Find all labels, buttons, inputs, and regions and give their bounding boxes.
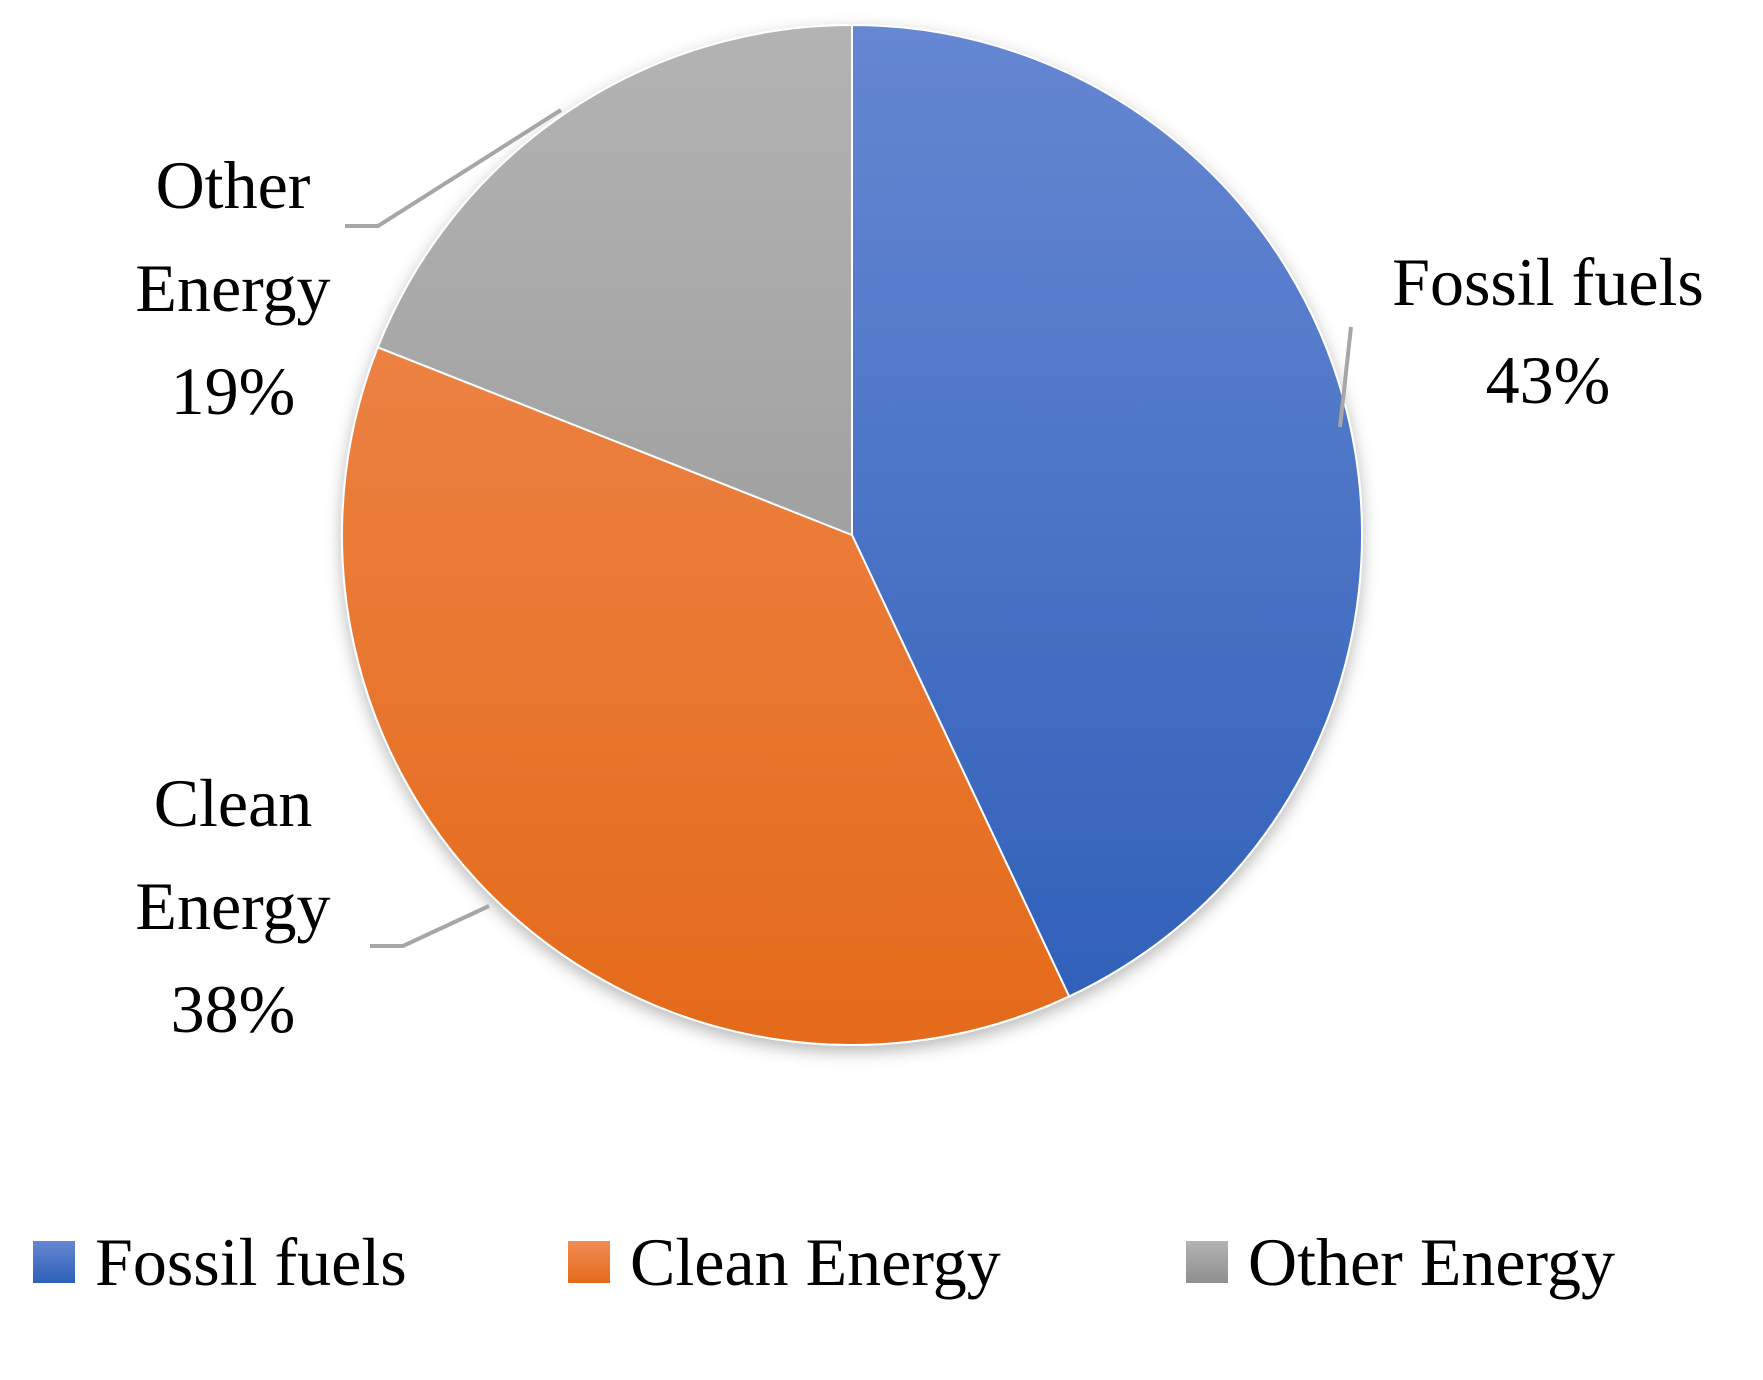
data-label-line: Other <box>156 147 311 223</box>
legend-swatch-clean-energy <box>568 1241 610 1283</box>
slices-layer <box>341 23 1363 1047</box>
data-label-line: Energy <box>135 868 330 944</box>
legend-label-clean-energy: Clean Energy <box>630 1224 1001 1300</box>
leader-lines-layer <box>345 108 1353 948</box>
legend-label-fossil-fuels: Fossil fuels <box>95 1224 407 1300</box>
data-label-clean-energy: Clean Energy 38% <box>135 765 330 1047</box>
data-label-line: 43% <box>1486 342 1611 418</box>
leader-line-clean-energy <box>370 904 490 948</box>
data-labels-layer: Fossil fuels 43% Clean Energy 38% Other Energy… <box>135 147 1703 1047</box>
data-label-line: Clean <box>154 765 313 841</box>
data-label-other-energy: Other Energy 19% <box>135 147 330 429</box>
data-label-line: Energy <box>135 250 330 326</box>
legend-swatch-other-energy <box>1186 1241 1228 1283</box>
legend-label-other-energy: Other Energy <box>1248 1224 1615 1300</box>
legend-item-clean-energy: Clean Energy <box>568 1224 1001 1300</box>
data-label-line: 19% <box>171 353 296 429</box>
legend-swatch-fossil-fuels <box>33 1241 75 1283</box>
leader-line-fossil-fuels <box>1338 326 1353 428</box>
legend: Fossil fuels Clean Energy Other Energy <box>33 1224 1615 1300</box>
pie-slice-clean-energy <box>341 345 1071 1047</box>
legend-item-other-energy: Other Energy <box>1186 1224 1615 1300</box>
legend-item-fossil-fuels: Fossil fuels <box>33 1224 407 1300</box>
data-label-line: Fossil fuels <box>1392 244 1704 320</box>
data-label-line: 38% <box>171 971 296 1047</box>
pie-slice-fossil-fuels <box>851 23 1363 998</box>
data-label-fossil-fuels: Fossil fuels 43% <box>1392 244 1704 418</box>
leader-line-other-energy <box>345 108 563 228</box>
pie-slice-other-energy <box>376 23 853 537</box>
